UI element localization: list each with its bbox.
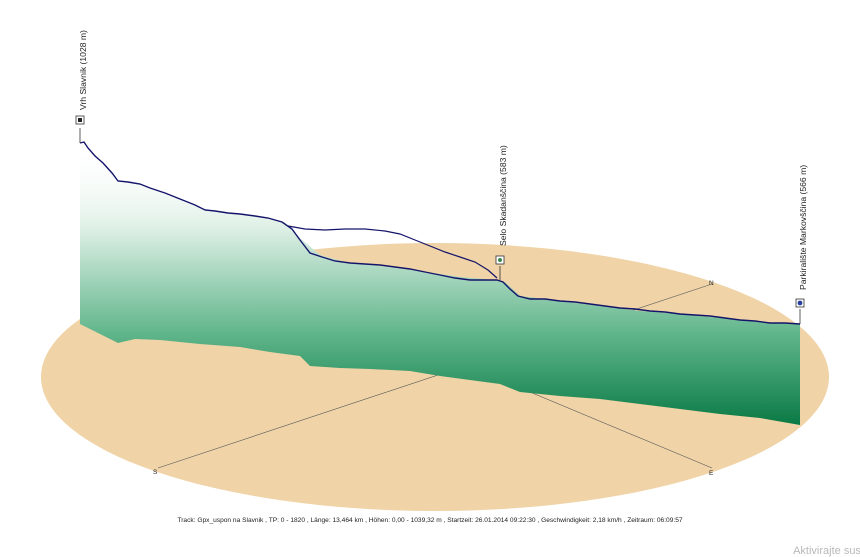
waypoint-label-markovscina: Parkiralište Markovščina (566 m) <box>798 165 808 290</box>
compass-north-label: N <box>709 280 714 287</box>
compass-east-label: E <box>709 470 714 477</box>
waypoint-label-skadanscina: Selo Skadanščina (583 m) <box>498 145 508 246</box>
waypoint-vrh-slavnik[interactable]: Vrh Slavnik (1028 m) <box>75 30 88 143</box>
profile-area-fill <box>80 143 800 425</box>
waypoint-selo-skadanscina[interactable]: Selo Skadanščina (583 m) <box>495 145 508 280</box>
waypoint-parkiraliste-markovscina[interactable]: Parkiralište Markovščina (566 m) <box>795 165 808 324</box>
track-info-status: Track: Gpx_uspon na Slavnik , TP: 0 - 18… <box>177 517 683 524</box>
compass-south-label: S <box>153 469 158 476</box>
track-loop-line <box>287 225 498 279</box>
waypoint-label-slavnik: Vrh Slavnik (1028 m) <box>78 30 88 110</box>
windows-activation-watermark: Aktivirajte sust <box>793 545 860 557</box>
track-line <box>79 141 801 325</box>
